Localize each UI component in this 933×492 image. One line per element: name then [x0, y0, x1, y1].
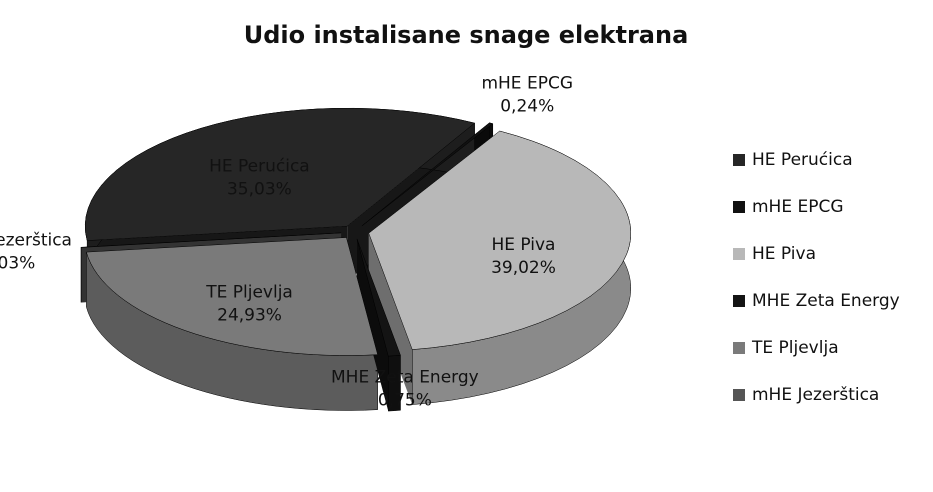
legend-swatch [733, 248, 745, 260]
data-label-value: 0,75% [378, 390, 432, 410]
data-label-value: 39,02% [491, 258, 556, 278]
data-label-value: 35,03% [227, 179, 292, 199]
pie-slice [84, 107, 476, 241]
legend-label: HE Piva [752, 244, 816, 264]
pie-slice [368, 130, 631, 350]
pie-slice [86, 237, 378, 356]
data-label-name: TE Pljevlja [205, 282, 293, 302]
data-label: MHE Zeta Energy 0,75% [331, 367, 479, 410]
data-label-value: 0,03% [0, 253, 35, 273]
data-label: mHE Jezerštica 0,03% [0, 230, 72, 273]
legend-label: HE Perućica [752, 150, 853, 170]
legend-label: TE Pljevlja [751, 338, 839, 358]
legend-swatch [733, 389, 745, 401]
legend-label: MHE Zeta Energy [752, 291, 900, 311]
legend-swatch [733, 342, 745, 354]
legend-swatch [733, 154, 745, 166]
data-label-name: HE Perućica [209, 156, 310, 176]
data-label: HE Piva 39,02% [491, 235, 556, 278]
slice-radial-face [356, 238, 389, 412]
data-label-name: mHE EPCG [481, 74, 573, 94]
chart-title: Udio instalisane snage elektrana [244, 21, 689, 49]
data-label-name: mHE Jezerštica [0, 230, 72, 250]
data-label-name: MHE Zeta Energy [331, 367, 479, 387]
legend-label: mHE EPCG [752, 197, 844, 217]
data-label: TE Pljevlja 24,93% [205, 282, 293, 325]
data-label-value: 0,24% [500, 97, 554, 117]
data-labels: HE Perućica 35,03% mHE EPCG 0,24% HE Piva 39,… [0, 74, 573, 411]
pie-slice [356, 238, 401, 357]
pie-slice [361, 122, 494, 227]
legend-label: mHE Jezerštica [752, 385, 879, 405]
pie-tops [80, 107, 631, 357]
data-label: HE Perućica 35,03% [209, 156, 310, 199]
data-label: mHE EPCG 0,24% [481, 74, 573, 117]
data-label-name: HE Piva [491, 235, 555, 255]
legend: HE Perućica mHE EPCG HE Piva MHE Zeta Energ… [733, 150, 900, 405]
legend-swatch [733, 295, 745, 307]
data-label-value: 24,93% [217, 305, 282, 325]
pie-slice [80, 232, 342, 248]
slice-radial-face [368, 233, 413, 405]
legend-swatch [733, 201, 745, 213]
